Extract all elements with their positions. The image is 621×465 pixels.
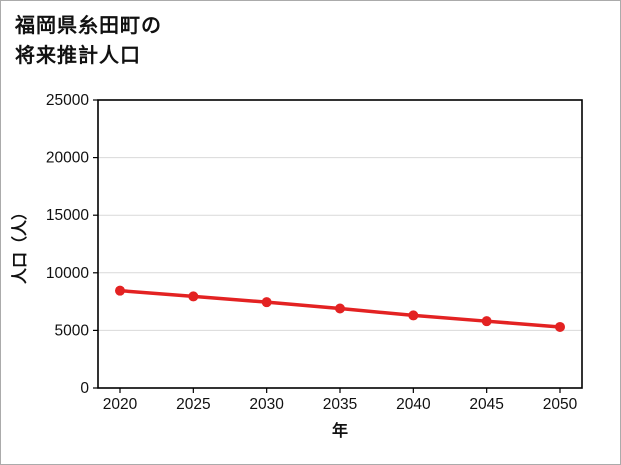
- data-point: [335, 303, 345, 314]
- x-tick-labels: 2020 2025 2030 2035 2040 2045 2050: [103, 396, 578, 413]
- x-tick-label: 2045: [469, 396, 503, 413]
- gridlines: [98, 157, 582, 331]
- axis-ticks: [93, 99, 561, 393]
- x-tick-label: 2040: [396, 396, 431, 413]
- x-axis-title: 年: [332, 421, 348, 440]
- x-tick-label: 2050: [543, 396, 578, 413]
- plot-border: [97, 99, 583, 389]
- x-tick-label: 2025: [176, 396, 210, 413]
- x-tick-label: 2020: [103, 396, 138, 413]
- y-axis-title: 人口（人）: [11, 204, 29, 284]
- axis-titles: 人口（人） 年: [11, 204, 348, 440]
- data-point: [408, 310, 419, 321]
- y-tick-label: 20000: [46, 150, 89, 167]
- data-point: [555, 321, 565, 332]
- y-tick-label: 0: [80, 380, 89, 397]
- chart-title: 福岡県糸田町の 将来推計人口: [15, 11, 162, 71]
- y-tick-labels: 0 5000 10000 15000 20000 25000: [46, 92, 89, 397]
- y-tick-label: 25000: [46, 92, 89, 109]
- data-point: [115, 285, 125, 296]
- data-point: [261, 297, 272, 308]
- y-tick-label: 15000: [46, 207, 89, 224]
- y-tick-label: 5000: [55, 322, 90, 339]
- chart-title-line1: 福岡県糸田町の: [15, 15, 162, 37]
- data-series: [115, 285, 565, 332]
- data-point: [481, 316, 492, 327]
- data-point: [188, 291, 199, 302]
- y-tick-label: 10000: [46, 265, 89, 282]
- x-tick-label: 2030: [249, 396, 284, 413]
- x-tick-label: 2035: [323, 396, 357, 413]
- chart-title-line2: 将来推計人口: [15, 45, 141, 67]
